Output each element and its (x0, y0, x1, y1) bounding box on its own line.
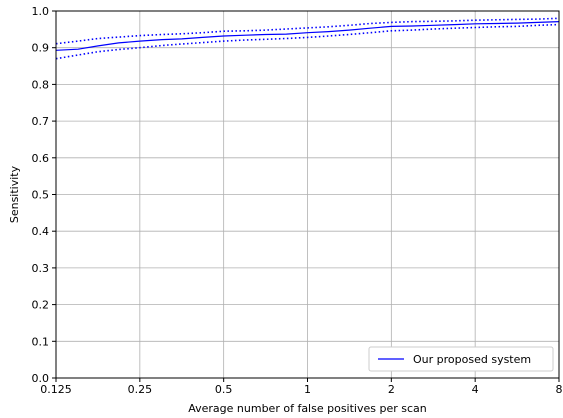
sensitivity-line (55, 21, 560, 51)
x-tick-label: 4 (472, 383, 479, 396)
y-tick-label: 0.3 (32, 262, 50, 275)
y-axis: 0.0 0.1 0.2 0.3 0.4 0.5 0.6 0.7 0.8 0.9 1.0 (32, 5, 56, 385)
y-tick-label: 1.0 (32, 5, 50, 18)
legend-label: Our proposed system (413, 353, 531, 366)
y-tick-label: 0.2 (32, 299, 50, 312)
legend: Our proposed system (368, 346, 554, 372)
y-tick-label: 0.0 (32, 372, 50, 385)
y-tick-label: 0.8 (32, 78, 50, 91)
y-tick-label: 0.7 (32, 115, 50, 128)
series-layer (55, 17, 560, 60)
y-tick-label: 0.9 (32, 42, 50, 55)
x-tick-label: 0.125 (40, 383, 72, 396)
x-axis: 0.125 0.25 0.5 1 2 4 8 (40, 378, 563, 396)
confidence-bound-line (55, 23, 560, 60)
y-tick-label: 0.5 (32, 189, 50, 202)
y-axis-label: Sensitivity (8, 165, 21, 223)
y-tick-label: 0.6 (32, 152, 50, 165)
x-tick-label: 1 (304, 383, 311, 396)
x-tick-label: 2 (388, 383, 395, 396)
y-tick-label: 0.1 (32, 335, 50, 348)
x-axis-label: Average number of false positives per sc… (188, 402, 427, 415)
x-tick-label: 0.5 (215, 383, 233, 396)
legend-box (368, 346, 554, 372)
confidence-bound-line (55, 17, 560, 45)
x-tick-label: 8 (556, 383, 563, 396)
y-tick-label: 0.4 (32, 225, 50, 238)
x-tick-label: 0.25 (128, 383, 153, 396)
